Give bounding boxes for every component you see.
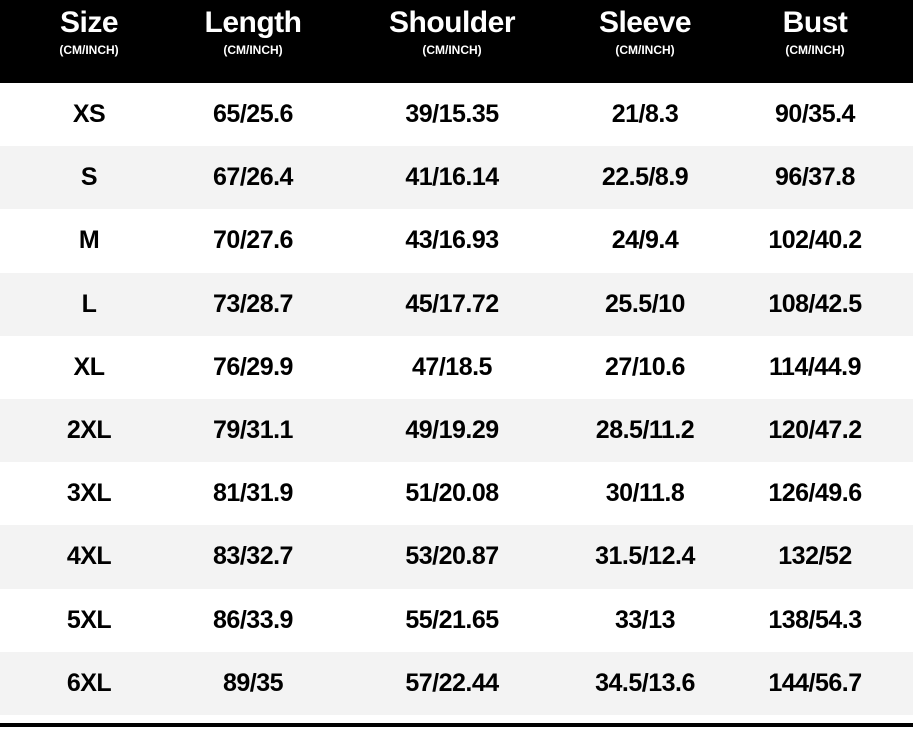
header-length: Length (CM/INCH) xyxy=(153,0,353,58)
table-row: 3XL 81/31.9 51/20.08 30/11.8 126/49.6 xyxy=(0,462,913,525)
cell-sleeve: 22.5/8.9 xyxy=(601,163,689,192)
cell-sleeve: 34.5/13.6 xyxy=(595,668,695,697)
cell-length: 73/28.7 xyxy=(213,289,293,318)
cell-length: 83/32.7 xyxy=(213,542,293,571)
cell-bust: 114/44.9 xyxy=(769,352,861,381)
cell-length: 81/31.9 xyxy=(213,479,293,508)
header-unit: (CM/INCH) xyxy=(223,43,283,57)
header-title: Sleeve xyxy=(598,6,692,39)
header-unit: (CM/INCH) xyxy=(615,43,675,57)
cell-length: 89/35 xyxy=(222,668,284,697)
cell-sleeve: 24/9.4 xyxy=(611,226,679,255)
cell-shoulder: 51/20.08 xyxy=(405,479,499,508)
cell-size: 6XL xyxy=(66,668,112,697)
header-unit: (CM/INCH) xyxy=(422,43,482,57)
cell-length: 67/26.4 xyxy=(213,163,293,192)
cell-bust: 132/52 xyxy=(778,542,852,571)
cell-shoulder: 43/16.93 xyxy=(405,226,499,255)
cell-size: M xyxy=(78,226,100,255)
cell-size: L xyxy=(81,289,97,318)
cell-length: 79/31.1 xyxy=(213,415,293,444)
cell-size: 4XL xyxy=(66,542,112,571)
cell-sleeve: 33/13 xyxy=(614,605,676,634)
table-row: 5XL 86/33.9 55/21.65 33/13 138/54.3 xyxy=(0,589,913,652)
cell-shoulder: 49/19.29 xyxy=(405,415,499,444)
cell-length: 76/29.9 xyxy=(213,352,293,381)
header-sleeve: Sleeve (CM/INCH) xyxy=(545,0,745,58)
cell-size: 3XL xyxy=(66,479,112,508)
cell-bust: 108/42.5 xyxy=(768,289,862,318)
header-title: Size xyxy=(59,6,119,39)
table-row: XL 76/29.9 47/18.5 27/10.6 114/44.9 xyxy=(0,336,913,399)
cell-size: 2XL xyxy=(66,415,112,444)
header-bust: Bust (CM/INCH) xyxy=(715,0,913,58)
table-row: L 73/28.7 45/17.72 25.5/10 108/42.5 xyxy=(0,272,913,336)
cell-size: S xyxy=(80,163,98,192)
header-title: Bust xyxy=(782,6,848,39)
cell-shoulder: 47/18.5 xyxy=(412,352,492,381)
cell-sleeve: 31.5/12.4 xyxy=(595,542,695,571)
cell-shoulder: 45/17.72 xyxy=(405,289,499,318)
cell-shoulder: 53/20.87 xyxy=(405,542,499,571)
cell-bust: 126/49.6 xyxy=(768,479,862,508)
cell-shoulder: 55/21.65 xyxy=(405,605,499,634)
header-title: Length xyxy=(204,6,302,39)
cell-sleeve: 21/8.3 xyxy=(611,100,679,128)
size-table-body: XS 65/25.6 39/15.35 21/8.3 90/35.4 S 67/26.4 41… xyxy=(0,83,913,715)
table-row: S 67/26.4 41/16.14 22.5/8.9 96/37.8 xyxy=(0,146,913,210)
header-title: Shoulder xyxy=(388,6,516,39)
cell-sleeve: 28.5/11.2 xyxy=(595,415,695,444)
bottom-border xyxy=(0,723,913,727)
table-header: Size (CM/INCH) Length (CM/INCH) Shoulder (CM/… xyxy=(0,0,913,83)
cell-length: 70/27.6 xyxy=(213,226,293,255)
cell-shoulder: 41/16.14 xyxy=(405,163,499,192)
cell-bust: 138/54.3 xyxy=(768,605,862,634)
header-size: Size (CM/INCH) xyxy=(0,0,189,58)
cell-bust: 144/56.7 xyxy=(768,668,862,697)
cell-shoulder: 39/15.35 xyxy=(405,100,499,128)
header-unit: (CM/INCH) xyxy=(59,43,119,57)
cell-bust: 102/40.2 xyxy=(768,226,862,255)
cell-length: 86/33.9 xyxy=(213,605,293,634)
table-row: 6XL 89/35 57/22.44 34.5/13.6 144/56.7 xyxy=(0,651,913,715)
cell-bust: 120/47.2 xyxy=(768,415,862,444)
cell-length: 65/25.6 xyxy=(213,100,293,128)
table-row: XS 65/25.6 39/15.35 21/8.3 90/35.4 xyxy=(0,83,913,146)
table-row: 4XL 83/32.7 53/20.87 31.5/12.4 132/52 xyxy=(0,525,913,589)
cell-size: XL xyxy=(73,352,105,381)
cell-sleeve: 27/10.6 xyxy=(605,352,685,381)
header-shoulder: Shoulder (CM/INCH) xyxy=(352,0,552,58)
header-unit: (CM/INCH) xyxy=(785,43,845,57)
cell-sleeve: 30/11.8 xyxy=(605,479,685,508)
cell-shoulder: 57/22.44 xyxy=(405,668,499,697)
cell-bust: 96/37.8 xyxy=(775,163,855,192)
cell-size: 5XL xyxy=(66,605,112,634)
cell-bust: 90/35.4 xyxy=(775,100,855,128)
table-row: M 70/27.6 43/16.93 24/9.4 102/40.2 xyxy=(0,209,913,272)
cell-sleeve: 25.5/10 xyxy=(605,289,685,318)
cell-size: XS xyxy=(72,100,106,128)
table-row: 2XL 79/31.1 49/19.29 28.5/11.2 120/47.2 xyxy=(0,398,913,463)
